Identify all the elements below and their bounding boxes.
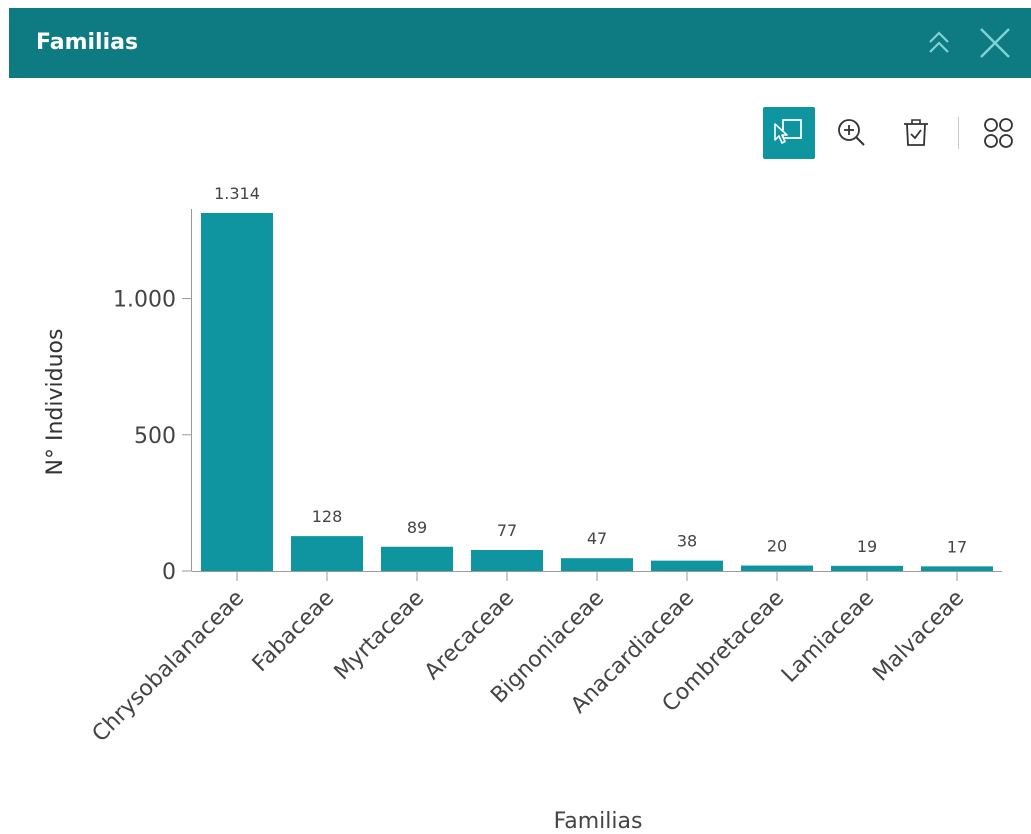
clear-selection-button[interactable] [890,107,942,159]
y-axis-title: N° Individuos [43,329,68,476]
collapse-button[interactable] [921,25,957,61]
double-chevron-up-icon [929,31,949,53]
x-axis-title: Familias [554,809,643,834]
more-options-button[interactable] [972,107,1024,159]
zoom-tool-button[interactable] [826,107,878,159]
bar[interactable] [201,213,273,571]
bar[interactable] [561,558,633,571]
panel-header: Familias [9,8,1031,78]
x-axis: ChrysobalanaceaeFabaceaeMyrtaceaeArecace… [88,571,1002,747]
bar[interactable] [471,550,543,571]
select-rectangle-icon [774,119,802,144]
bar-value-label: 77 [497,521,517,540]
close-button[interactable] [977,25,1013,61]
bar[interactable] [741,565,813,571]
panel-title: Familias [36,30,139,55]
bar-value-label: 47 [587,529,607,548]
y-tick-label: 0 [162,560,176,585]
select-tool-button[interactable] [763,107,815,159]
bar[interactable] [651,560,723,571]
close-icon [980,28,1010,58]
bar[interactable] [291,536,363,571]
x-tick-label: Chrysobalanaceae [88,586,250,748]
y-tick-label: 500 [134,424,176,449]
zoom-in-icon [838,119,865,146]
toolbar-separator [958,117,959,149]
x-tick-label: Myrtaceae [330,586,430,686]
bar-value-label: 89 [407,518,427,537]
clear-selection-icon [904,119,928,146]
bar-value-label: 20 [767,537,787,556]
bar-value-label: 38 [677,532,697,551]
x-tick-label: Lamiaceae [777,586,879,688]
bar[interactable] [381,546,453,571]
bar-value-label: 128 [312,507,343,526]
x-tick-label: Malvaceae [868,586,969,687]
x-tick-label: Arecaceae [420,586,519,685]
grid-icon [984,118,1013,148]
bar[interactable] [921,566,993,571]
y-tick-label: 1.000 [113,288,176,313]
bar-value-label: 17 [947,537,967,556]
x-tick-label: Fabaceae [248,586,339,677]
bar[interactable] [831,565,903,571]
bar-chart: N° Individuos Familias 0 500 1.000 1.314 12… [43,184,1002,834]
bar-value-label: 1.314 [214,184,260,203]
y-axis: 0 500 1.000 [113,209,192,585]
bar-value-label: 19 [857,537,877,556]
bars: 1.314 128 89 77 47 38 20 19 17 [201,184,993,571]
